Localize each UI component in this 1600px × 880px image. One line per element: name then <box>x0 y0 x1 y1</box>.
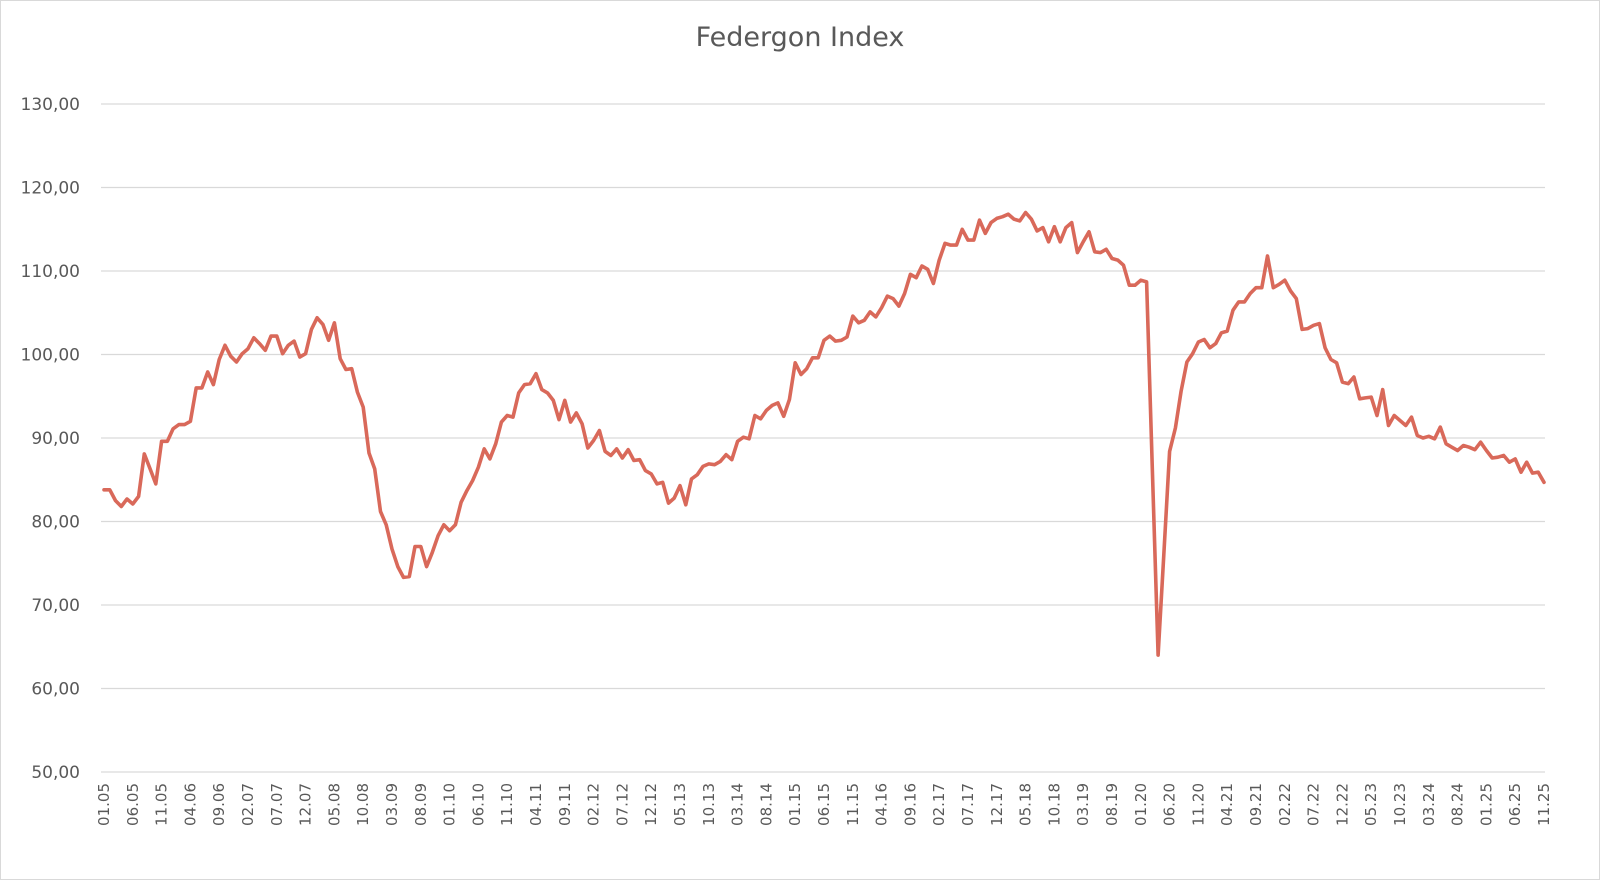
x-tick-label: 03.24 <box>1420 783 1438 826</box>
x-tick-label: 09.21 <box>1247 783 1265 826</box>
federgon-index-line <box>102 210 1546 657</box>
x-tick-label: 05.23 <box>1362 783 1380 826</box>
x-tick-label: 09.16 <box>901 783 919 826</box>
y-tick-label: 50,00 <box>31 763 80 783</box>
x-tick-label: 11.20 <box>1189 783 1207 826</box>
x-tick-label: 06.10 <box>469 783 487 826</box>
x-tick-label: 10.13 <box>700 783 718 826</box>
gridlines <box>101 103 1545 773</box>
x-tick-label: 08.09 <box>412 783 430 826</box>
x-tick-label: 03.19 <box>1074 783 1092 826</box>
chart-title: Federgon Index <box>695 22 905 53</box>
x-tick-label: 05.18 <box>1017 783 1035 826</box>
x-tick-label: 04.11 <box>527 783 545 826</box>
x-tick-label: 01.20 <box>1132 783 1150 826</box>
x-tick-label: 03.09 <box>383 783 401 826</box>
x-tick-label: 10.18 <box>1045 783 1063 826</box>
x-tick-label: 08.24 <box>1449 783 1467 826</box>
x-tick-label: 10.23 <box>1391 783 1409 826</box>
y-tick-label: 80,00 <box>31 513 80 533</box>
x-tick-label: 06.20 <box>1161 783 1179 826</box>
x-tick-label: 01.15 <box>786 783 804 826</box>
x-tick-label: 02.17 <box>930 783 948 826</box>
x-tick-label: 06.05 <box>124 783 142 826</box>
y-tick-label: 70,00 <box>31 596 80 616</box>
y-tick-label: 60,00 <box>31 680 80 700</box>
x-tick-label: 09.06 <box>210 783 228 826</box>
y-tick-label: 120,00 <box>21 179 80 199</box>
x-tick-label: 12.07 <box>297 783 315 826</box>
x-tick-label: 06.25 <box>1506 783 1524 826</box>
x-tick-label: 11.25 <box>1535 783 1553 826</box>
y-tick-label: 110,00 <box>21 262 80 282</box>
x-tick-label: 06.15 <box>815 783 833 826</box>
x-tick-label: 08.14 <box>757 783 775 826</box>
y-tick-label: 100,00 <box>21 346 80 366</box>
x-tick-label: 07.12 <box>613 783 631 826</box>
y-axis-labels: 50,00 60,00 70,00 80,00 90,00 100,00 110,00 120… <box>21 95 80 783</box>
x-tick-label: 11.05 <box>153 783 171 826</box>
x-tick-label: 01.25 <box>1477 783 1495 826</box>
x-tick-label: 04.21 <box>1218 783 1236 826</box>
x-tick-label: 10.08 <box>354 783 372 826</box>
x-tick-label: 12.12 <box>642 783 660 826</box>
x-tick-label: 12.17 <box>988 783 1006 826</box>
x-tick-label: 04.06 <box>181 783 199 826</box>
x-tick-label: 07.07 <box>268 783 286 826</box>
x-tick-label: 11.10 <box>498 783 516 826</box>
x-tick-label: 11.15 <box>844 783 862 826</box>
x-tick-label: 03.14 <box>729 783 747 826</box>
x-tick-label: 12.22 <box>1333 783 1351 826</box>
x-tick-label: 02.12 <box>585 783 603 826</box>
x-tick-label: 02.07 <box>239 783 257 826</box>
x-tick-label: 02.22 <box>1276 783 1294 826</box>
x-tick-label: 07.22 <box>1305 783 1323 826</box>
x-tick-label: 07.17 <box>959 783 977 826</box>
x-tick-label: 05.13 <box>671 783 689 826</box>
x-tick-label: 01.05 <box>95 783 113 826</box>
x-axis-labels: 01.05 06.05 11.05 04.06 09.06 02.07 07.07 12.07… <box>95 783 1553 826</box>
x-tick-label: 08.19 <box>1103 783 1121 826</box>
x-tick-label: 09.11 <box>556 783 574 826</box>
x-tick-label: 01.10 <box>441 783 459 826</box>
x-tick-label: 04.16 <box>873 783 891 826</box>
y-tick-label: 90,00 <box>31 429 80 449</box>
y-tick-label: 130,00 <box>21 95 80 115</box>
x-tick-label: 05.08 <box>325 783 343 826</box>
